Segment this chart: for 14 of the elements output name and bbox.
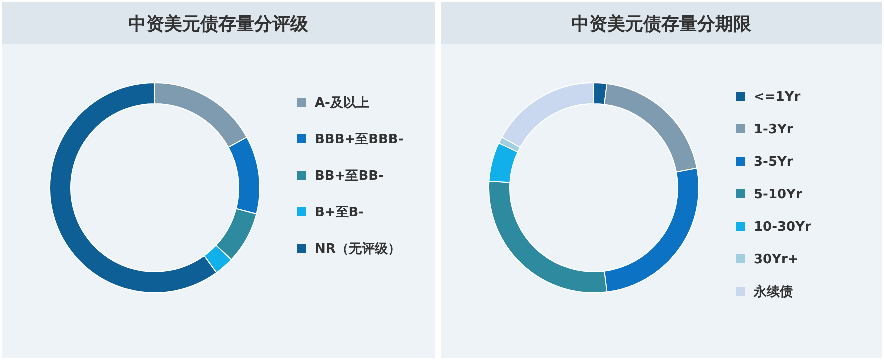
- chart-title: 中资美元债存量分期限: [572, 14, 752, 35]
- legend-label: 1-3Yr: [754, 122, 794, 138]
- legend-label: 3-5Yr: [754, 155, 794, 170]
- legend-label: 30Yr+: [754, 252, 799, 268]
- legend-label: A-及以上: [315, 96, 370, 111]
- legend-label: BB+至BB-: [315, 169, 384, 184]
- chart-title: 中资美元债存量分评级: [128, 14, 310, 35]
- legend-label: 10-30Yr: [754, 220, 812, 235]
- legend-label: 永续债: [753, 284, 793, 300]
- legend-label: 5-10Yr: [754, 188, 803, 202]
- legend-label: NR（无评级）: [315, 242, 401, 257]
- legend-label: <=1Yr: [754, 90, 802, 105]
- legend-label: BBB+至BBB-: [315, 132, 404, 148]
- legend-label: B+至B-: [315, 206, 364, 220]
